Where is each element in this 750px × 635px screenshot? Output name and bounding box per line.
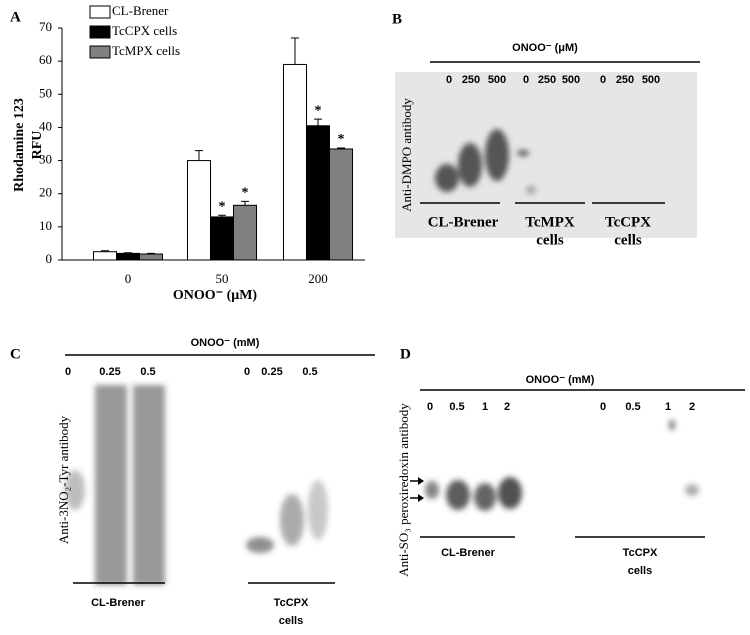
lane-label: 500 bbox=[642, 74, 660, 86]
x-tick-label: 50 bbox=[216, 271, 229, 286]
group-label: CL-Brener bbox=[428, 214, 499, 230]
lane-label: 0 bbox=[65, 366, 71, 378]
blot-c-bands bbox=[65, 385, 328, 585]
y-tick-label: 40 bbox=[39, 118, 52, 133]
error-bar bbox=[147, 252, 155, 255]
panel-label: D bbox=[400, 346, 411, 362]
group-label: cells bbox=[279, 615, 303, 627]
bar bbox=[116, 252, 140, 261]
x-tick-label: 200 bbox=[308, 271, 328, 286]
y-tick-label: 70 bbox=[39, 19, 52, 34]
group-label: cells bbox=[536, 232, 564, 248]
bar bbox=[233, 204, 257, 261]
legend-swatch bbox=[89, 5, 111, 19]
group-label: cells bbox=[614, 232, 642, 248]
lane-label: 250 bbox=[462, 74, 480, 86]
error-bar bbox=[241, 200, 249, 206]
error-bar bbox=[195, 150, 203, 161]
lane-label: 250 bbox=[538, 74, 556, 86]
antibody-label: Anti-SO₃ peroxiredoxin antibody bbox=[396, 403, 411, 577]
bar bbox=[93, 251, 117, 261]
lane-label: 0 bbox=[244, 366, 250, 378]
legend-label: TcCPX cells bbox=[112, 23, 177, 38]
legend-swatch bbox=[89, 45, 111, 59]
x-tick-label: 0 bbox=[125, 271, 132, 286]
blot-header: ONOO⁻ (mM) bbox=[526, 374, 595, 386]
group-label: cells bbox=[628, 565, 652, 577]
blot-header: ONOO⁻ (μM) bbox=[512, 42, 578, 54]
y-tick-label: 20 bbox=[39, 185, 52, 200]
significance-mark: * bbox=[338, 132, 345, 147]
error-bar bbox=[314, 118, 322, 126]
legend-label: TcMPX cells bbox=[112, 43, 180, 58]
y-tick-label: 30 bbox=[39, 152, 52, 167]
blot-b bbox=[395, 72, 697, 238]
lane-label: 1 bbox=[482, 401, 488, 413]
panel-label: A bbox=[10, 9, 21, 25]
bar bbox=[329, 148, 353, 261]
y-axis-label: RFU bbox=[30, 131, 45, 160]
panel-label: B bbox=[392, 11, 402, 27]
lane-label: 2 bbox=[689, 401, 695, 413]
lane-label: 0.5 bbox=[625, 401, 640, 413]
lane-label: 0.25 bbox=[261, 366, 282, 378]
bar bbox=[306, 125, 330, 261]
lane-label: 0.25 bbox=[99, 366, 120, 378]
arrow-heads bbox=[418, 477, 424, 502]
group-label: CL-Brener bbox=[441, 547, 496, 559]
significance-mark: * bbox=[315, 103, 322, 118]
lane-label: 0.5 bbox=[449, 401, 464, 413]
lane-label: 0.5 bbox=[140, 366, 155, 378]
error-bar bbox=[291, 37, 299, 65]
group-label: CL-Brener bbox=[91, 597, 146, 609]
panel-label: C bbox=[10, 346, 21, 362]
blot-d-bands bbox=[425, 420, 699, 511]
group-label: TcMPX bbox=[525, 214, 575, 230]
bar bbox=[139, 253, 163, 261]
bar bbox=[187, 160, 211, 261]
significance-mark: * bbox=[242, 186, 249, 201]
lane-label: 0 bbox=[600, 74, 606, 86]
lane-label: 0 bbox=[427, 401, 433, 413]
y-axis-label: Rhodamine 123 bbox=[12, 98, 27, 192]
lane-label: 500 bbox=[488, 74, 506, 86]
lane-label: 2 bbox=[504, 401, 510, 413]
lane-label: 1 bbox=[665, 401, 671, 413]
legend-label: CL-Brener bbox=[112, 3, 169, 18]
group-label: TcCPX bbox=[605, 214, 651, 230]
y-tick-label: 10 bbox=[39, 218, 52, 233]
error-bar bbox=[218, 214, 226, 217]
error-bar bbox=[124, 252, 132, 254]
blot-header: ONOO⁻ (mM) bbox=[191, 337, 260, 349]
lane-label: 0 bbox=[523, 74, 529, 86]
y-tick-label: 50 bbox=[39, 85, 52, 100]
y-tick-label: 0 bbox=[46, 251, 53, 266]
y-tick-label: 60 bbox=[39, 52, 52, 67]
lane-label: 0 bbox=[446, 74, 452, 86]
bar bbox=[283, 63, 307, 261]
lane-label: 0.5 bbox=[302, 366, 317, 378]
blot-b-bands bbox=[435, 129, 536, 194]
group-label: TcCPX bbox=[274, 597, 309, 609]
lane-label: 250 bbox=[616, 74, 634, 86]
bar bbox=[210, 216, 234, 261]
significance-mark: * bbox=[219, 199, 226, 214]
antibody-label: Anti-DMPO antibody bbox=[399, 98, 414, 212]
lane-label: 500 bbox=[562, 74, 580, 86]
lane-label: 0 bbox=[600, 401, 606, 413]
x-axis-label: ONOO⁻ (μM) bbox=[173, 288, 257, 303]
antibody-label: Anti-3NO₂-Tyr antibody bbox=[56, 415, 71, 544]
error-bar bbox=[337, 147, 345, 149]
group-label: TcCPX bbox=[623, 547, 658, 559]
error-bar bbox=[101, 250, 109, 252]
legend-swatch bbox=[89, 25, 111, 39]
